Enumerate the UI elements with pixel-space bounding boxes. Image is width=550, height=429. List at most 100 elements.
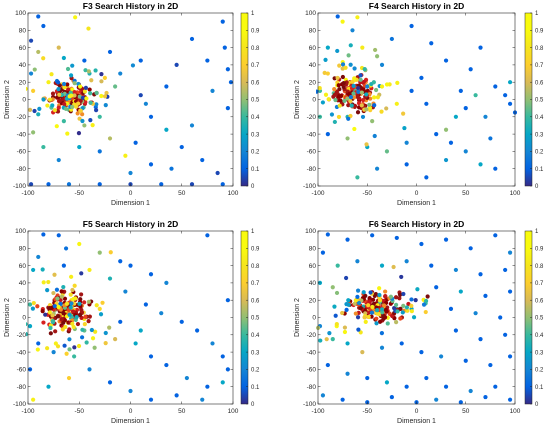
cluster-point (353, 311, 358, 316)
data-point (99, 79, 104, 84)
data-point (303, 85, 307, 89)
x-tick-label: -100 (21, 408, 34, 415)
data-point (356, 300, 362, 306)
y-tick-label: -20 (307, 332, 317, 339)
data-point (379, 331, 385, 336)
data-point (346, 116, 351, 121)
x-axis-label: Dimension 1 (111, 418, 150, 425)
colorbar-tick-label: 0.3 (535, 132, 544, 138)
colorbar-tick-label: 1 (251, 229, 255, 235)
colorbar-tick-label: 0.9 (535, 247, 544, 253)
cluster-point (352, 95, 357, 100)
x-tick-label: -50 (363, 190, 373, 197)
data-point (404, 259, 409, 264)
data-point (68, 292, 73, 297)
colorbar-tick-label: 0.7 (251, 281, 260, 287)
data-point (61, 81, 67, 87)
plot-area (318, 231, 515, 404)
data-point (103, 330, 108, 336)
data-point (384, 380, 390, 385)
data-point (384, 82, 390, 87)
data-point (340, 397, 345, 402)
data-point (45, 287, 50, 293)
data-point (72, 283, 77, 288)
colorbar-tick-label: 0.5 (535, 98, 544, 104)
data-point (368, 290, 373, 295)
data-point (370, 233, 375, 238)
data-point (320, 250, 326, 255)
cluster-point (83, 99, 88, 105)
data-point (434, 132, 439, 137)
cluster-point (360, 97, 366, 103)
data-point (164, 362, 169, 368)
data-point (113, 84, 118, 89)
colorbar-tick-label: 0.1 (535, 167, 544, 173)
x-tick-label: 0 (129, 190, 133, 197)
data-point (118, 71, 123, 76)
y-tick-label: 80 (309, 246, 317, 253)
colorbar: 0 0.1 0.2 0.3 0.4 0.5 0.6 0.7 0.8 0.9 1 (524, 229, 544, 408)
colorbar-tick-label: 0.6 (251, 80, 260, 86)
data-point (130, 63, 136, 68)
data-point (225, 367, 230, 372)
data-point (70, 104, 75, 110)
data-point (355, 294, 360, 299)
data-point (366, 314, 371, 319)
data-point (409, 297, 414, 302)
panel-1: F3 Search History in 2D-100 -50 0 50 100-100… (4, 1, 260, 207)
data-point (52, 108, 58, 113)
cluster-point (83, 314, 88, 319)
data-point (419, 241, 424, 247)
y-tick-label: 60 (309, 263, 317, 270)
data-point (88, 100, 93, 105)
data-point (377, 286, 382, 291)
data-point (77, 301, 82, 306)
data-point (359, 90, 364, 95)
data-point (468, 246, 473, 251)
cluster-point (346, 103, 351, 108)
data-point (366, 303, 371, 308)
data-point (473, 93, 478, 98)
data-point (87, 267, 92, 273)
data-point (56, 304, 61, 310)
data-point (424, 175, 429, 180)
x-tick-label: -100 (311, 190, 324, 197)
data-point (220, 182, 225, 187)
data-points (11, 232, 230, 402)
data-point (67, 337, 72, 342)
y-tick-label: 0 (22, 315, 26, 322)
data-point (379, 345, 385, 350)
data-point (507, 250, 513, 255)
data-point (220, 380, 225, 385)
data-point (128, 170, 133, 176)
data-point (148, 354, 154, 359)
data-point (62, 343, 67, 348)
y-tick-label: -40 (307, 349, 317, 356)
cluster-point (75, 111, 80, 116)
y-tick-label: -100 (13, 183, 26, 190)
cluster-point (75, 321, 81, 327)
colorbar-tick-label: 0.5 (251, 98, 260, 104)
cluster-point (377, 319, 383, 324)
data-point (97, 149, 102, 154)
data-point (189, 36, 195, 42)
cluster-point (62, 102, 67, 107)
cluster-point (397, 296, 402, 301)
data-point (26, 322, 28, 327)
cluster-point (77, 312, 83, 318)
data-point (189, 182, 195, 187)
data-point (488, 362, 493, 368)
data-point (27, 302, 33, 307)
data-point (51, 290, 56, 296)
data-point (333, 313, 338, 318)
data-point (322, 70, 327, 75)
y-tick-label: -60 (17, 149, 27, 156)
data-point (325, 232, 330, 237)
cluster-point (361, 79, 367, 85)
data-point (399, 341, 404, 346)
data-point (11, 326, 15, 330)
data-point (342, 325, 348, 330)
data-point (143, 101, 148, 106)
colorbar-tick-label: 0.7 (535, 63, 544, 69)
colorbar-tick-label: 0.6 (535, 80, 544, 86)
